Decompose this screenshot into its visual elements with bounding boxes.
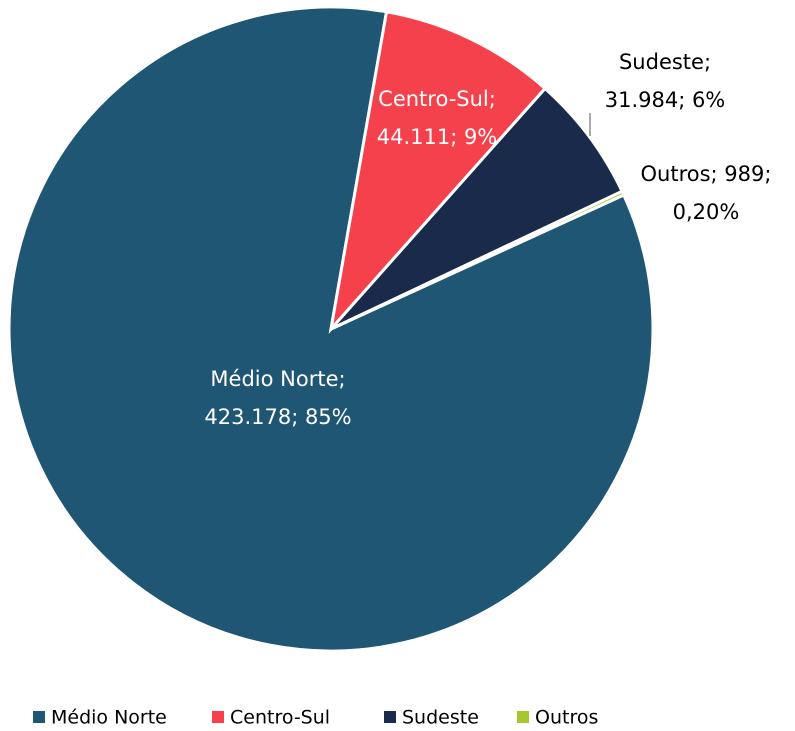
legend-label: Centro-Sul (230, 707, 330, 729)
pie-slice (328, 10, 548, 334)
data-label: 31.984; 6% (605, 88, 726, 112)
legend-label: Médio Norte (51, 707, 167, 729)
data-label: 44.111; 9% (377, 125, 498, 149)
data-label: Sudeste; (619, 50, 711, 74)
legend-label: Outros (535, 707, 598, 729)
pie-slice (330, 189, 626, 331)
legend-swatch (212, 711, 224, 723)
legend-swatch (33, 711, 45, 723)
data-label: Médio Norte; (210, 367, 345, 391)
data-label: Outros; 989; (641, 162, 772, 186)
data-label: Centro-Sul; (378, 87, 496, 111)
data-label: 0,20% (673, 200, 740, 224)
legend-label: Sudeste (402, 707, 479, 729)
pie-slice (329, 86, 625, 331)
data-label: 423.178; 85% (204, 405, 351, 429)
legend-swatch (384, 711, 396, 723)
legend-swatch (517, 711, 529, 723)
